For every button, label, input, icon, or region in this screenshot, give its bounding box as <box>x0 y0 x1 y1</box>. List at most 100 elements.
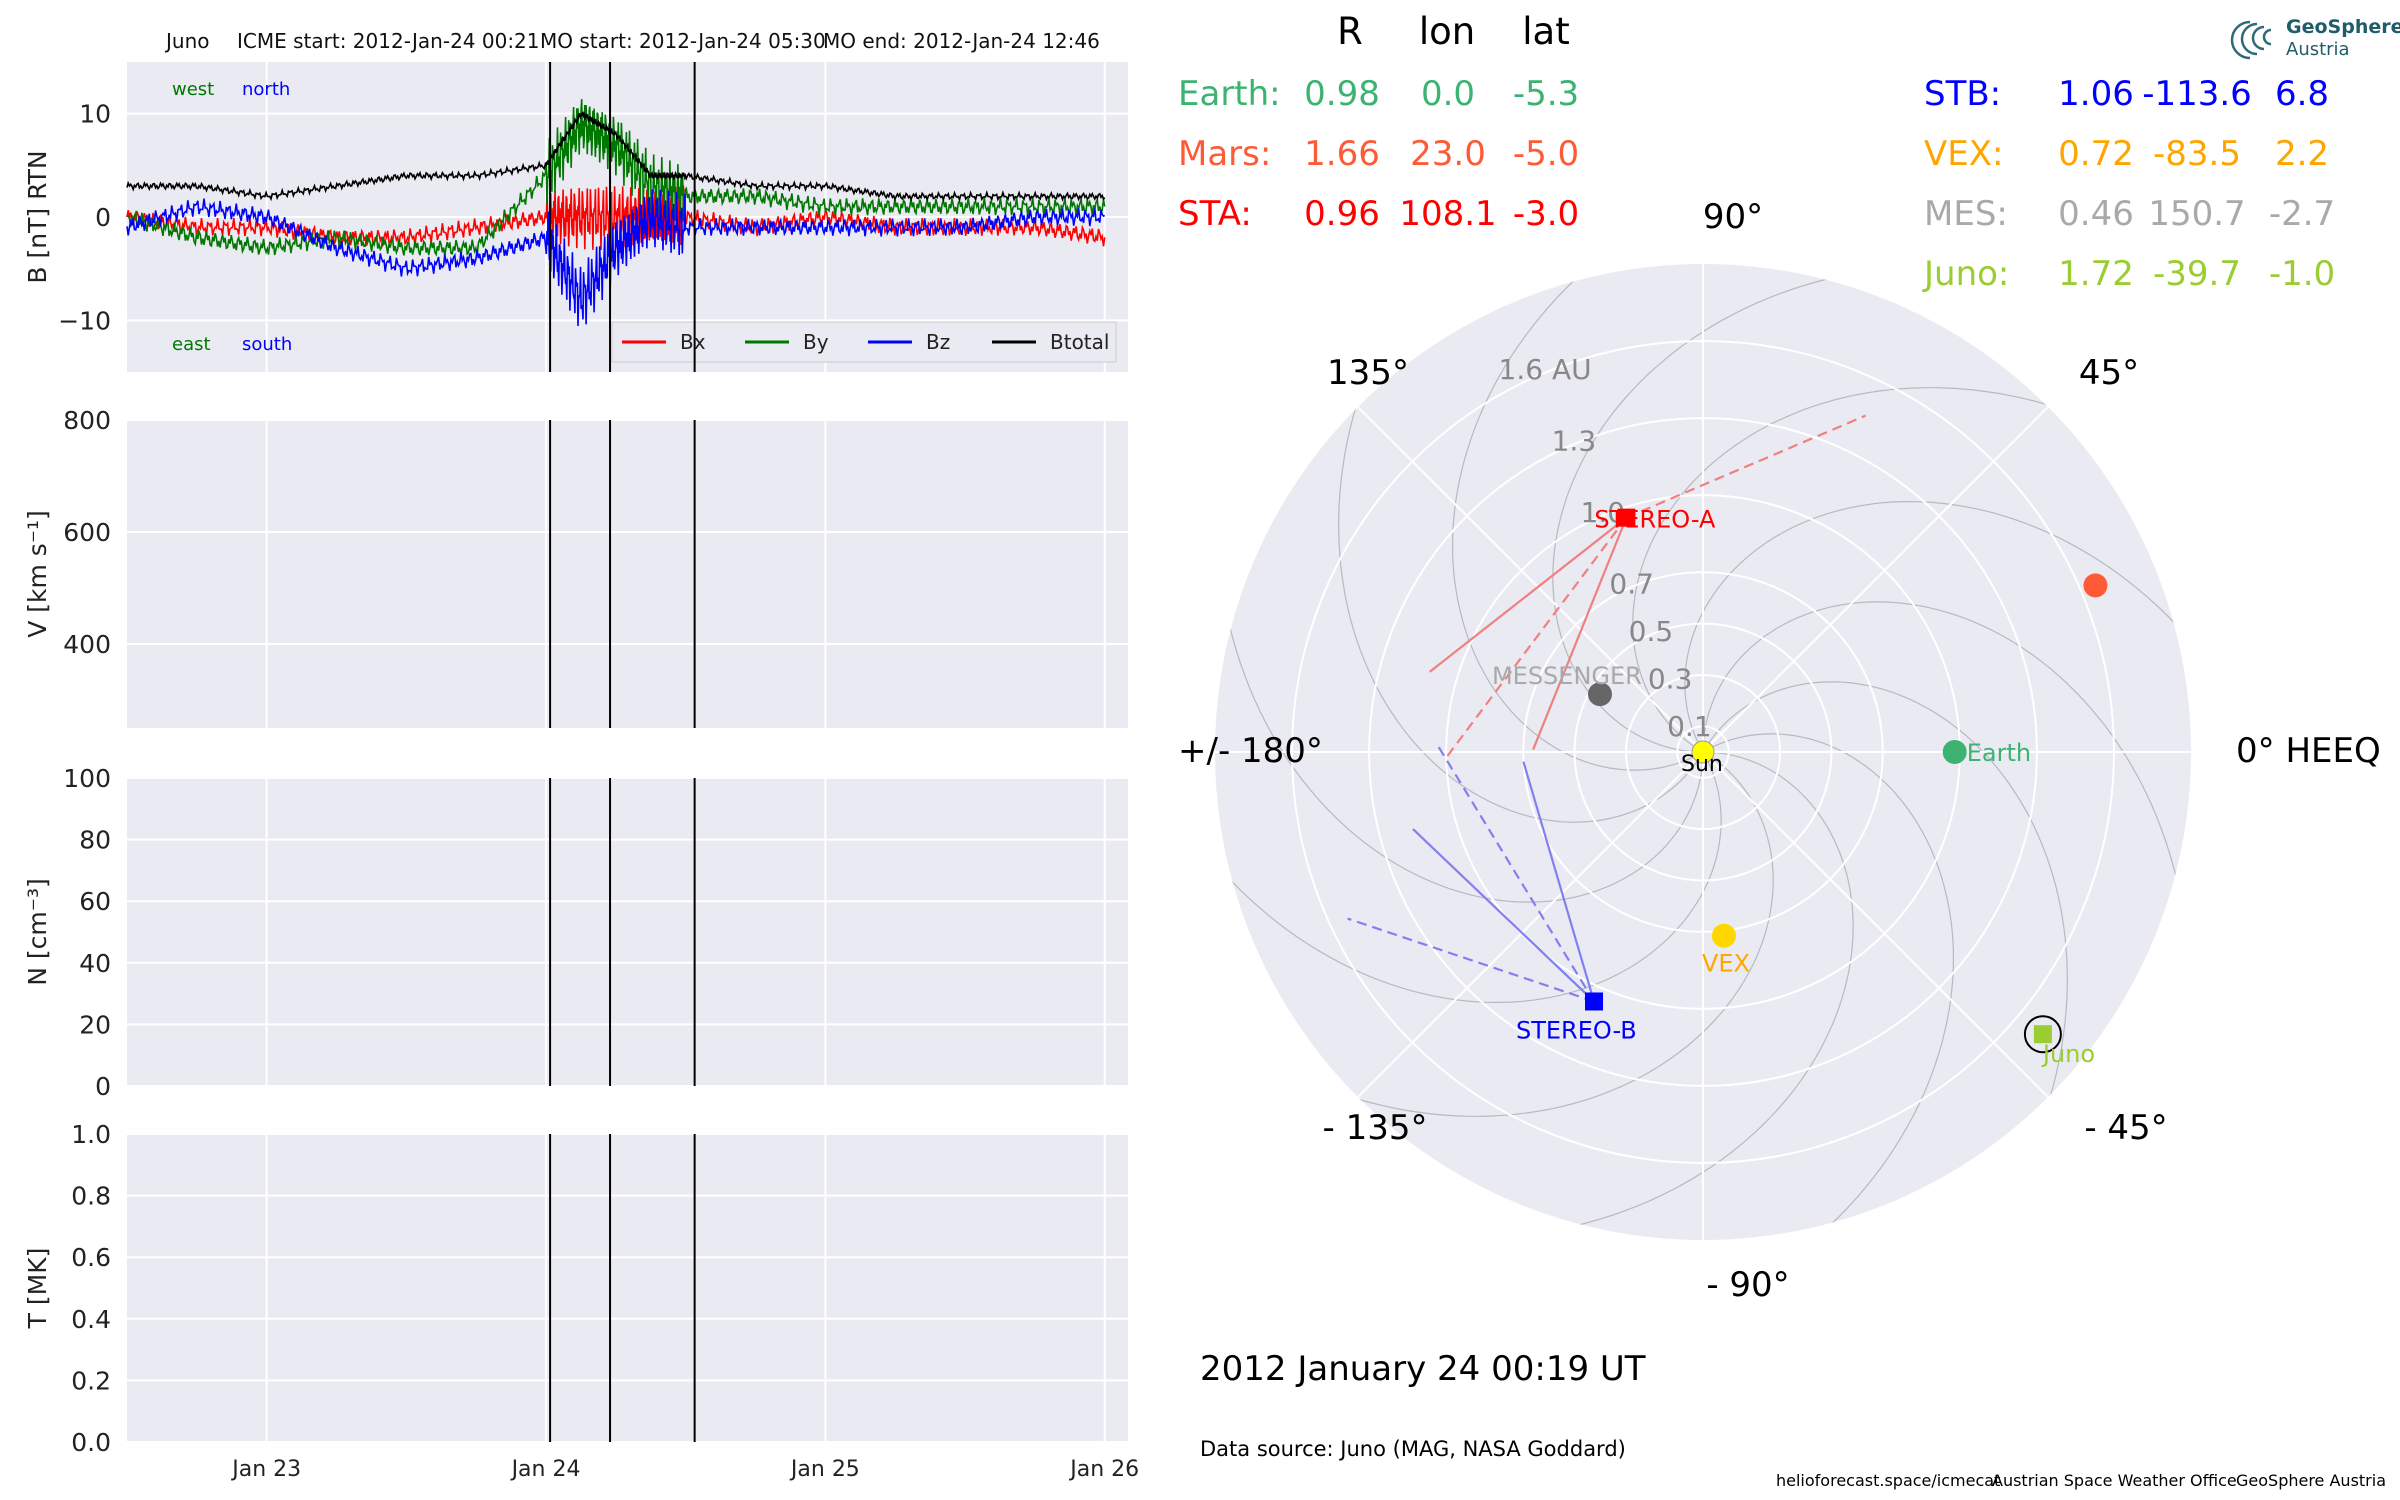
y-tick-label: 0.6 <box>71 1243 111 1272</box>
parker-spiral-line <box>1684 501 2191 763</box>
fov-line-stb <box>1347 917 1595 1003</box>
corner-label-east: east <box>172 334 211 355</box>
parker-spiral-line <box>1452 264 1714 771</box>
header-spacecraft: Juno <box>164 29 210 53</box>
table-header: lat <box>1522 10 1569 53</box>
angle-label: - 90° <box>1706 1265 1789 1305</box>
table-name-sta: STA: <box>1178 194 1252 234</box>
angle-label: - 45° <box>2084 1108 2167 1148</box>
y-tick-label: 800 <box>63 406 111 435</box>
table-lat-mes: -2.7 <box>2269 194 2335 234</box>
radial-tick-label: 0.7 <box>1609 567 1654 600</box>
parker-spiral-line <box>1215 741 1722 1003</box>
panel-background <box>127 1134 1128 1442</box>
series-line-bz <box>126 189 1106 327</box>
x-tick-label: Jan 26 <box>1068 1457 1139 1482</box>
table-lon-sta: 108.1 <box>1399 194 1496 234</box>
series-line-by <box>126 99 1106 257</box>
panel-density: 100 80 60 40 20 0 N [cm⁻³] <box>23 764 1128 1101</box>
angle-label: 135° <box>1327 353 1409 393</box>
x-tick-label: Jan 23 <box>230 1457 301 1482</box>
y-tick-label: 40 <box>79 949 111 978</box>
table-r-vex: 0.72 <box>2058 134 2134 174</box>
polar-spoke <box>1702 751 2067 1116</box>
logo-line1: GeoSphere <box>2286 16 2400 38</box>
radial-tick-label: 0.1 <box>1667 710 1712 743</box>
table-lat-earth: -5.3 <box>1513 74 1579 114</box>
angle-label: - 135° <box>1323 1108 1428 1148</box>
y-axis-label: B [nT] RTN <box>23 150 52 283</box>
fov-line-stb <box>1412 828 1595 1003</box>
plot-label-mes: MESSENGER <box>1492 662 1642 690</box>
angle-label: 90° <box>1703 197 1763 237</box>
logo-line2: Austria <box>2286 39 2350 60</box>
corner-label-south: south <box>242 334 292 355</box>
table-lat-juno: -1.0 <box>2269 254 2335 294</box>
table-name-earth: Earth: <box>1178 74 1281 114</box>
plot-label-vex: VEX <box>1702 950 1750 978</box>
polar-position-plot: 1.6 AU1.31.00.70.50.30.190°45°0° HEEQ- 4… <box>1178 197 2381 1305</box>
panel-background <box>127 778 1128 1086</box>
x-tick-label: Jan 24 <box>510 1457 581 1482</box>
header-mo-start: MO start: 2012-Jan-24 05:30 <box>540 29 826 53</box>
polar-grid <box>1215 264 2191 1240</box>
y-axis-label: T [MK] <box>23 1248 52 1330</box>
y-tick-label: 0 <box>95 1072 111 1101</box>
geosphere-logo-icon <box>2230 20 2272 60</box>
corner-label-west: west <box>172 79 214 100</box>
fov-line-sta <box>1532 517 1628 751</box>
table-name-stb: STB: <box>1924 74 2001 114</box>
table-lon-earth: 0.0 <box>1421 74 1475 114</box>
table-name-juno: Juno: <box>1922 254 2009 294</box>
panel-temperature: 1.0 0.8 0.6 0.4 0.2 0.0 T [MK] <box>23 1120 1128 1457</box>
plot-label-stb: STEREO-B <box>1516 1016 1637 1044</box>
table-header: lon <box>1419 10 1475 53</box>
table-lat-vex: 2.2 <box>2275 134 2329 174</box>
marker-stb <box>1585 992 1604 1011</box>
table-r-earth: 0.98 <box>1304 74 1380 114</box>
parker-spiral-line <box>1692 733 1954 1240</box>
marker-mars <box>2083 573 2108 598</box>
radial-tick-label: 0.5 <box>1629 615 1674 648</box>
y-axis-label: V [km s⁻¹] <box>23 510 52 638</box>
parker-spiral-line <box>1215 751 1774 1117</box>
table-lat-mars: -5.0 <box>1513 134 1579 174</box>
y-tick-label: 1.0 <box>71 1120 111 1149</box>
panel-magnetic-field: 10 0 −10B [nT] RTN west north east south Bx By Bz… <box>23 62 1128 372</box>
polar-spoke <box>1339 388 1704 753</box>
y-tick-label: 60 <box>79 887 111 916</box>
header-icme-start: ICME start: 2012-Jan-24 00:21 <box>237 29 540 53</box>
table-name-mars: Mars: <box>1178 134 1271 174</box>
fov-line-stb <box>1436 744 1595 1003</box>
parker-spiral-line <box>1411 751 1854 1240</box>
y-tick-label: 0.0 <box>71 1428 111 1457</box>
legend-label-bz: Bz <box>926 330 950 354</box>
bodies: Earth STEREO-A STEREO-B VEX MESSENGER Juno <box>1492 506 2108 1068</box>
table-header: R <box>1337 10 1363 53</box>
parker-spiral-line <box>1702 681 2068 1240</box>
y-tick-label: 80 <box>79 826 111 855</box>
series-line-btotal <box>126 111 1106 203</box>
fov-line-sta <box>1625 414 1866 519</box>
y-tick-label: −10 <box>58 306 111 335</box>
plot-label-earth: Earth <box>1967 739 2031 767</box>
parker-spiral-line <box>1338 264 1704 823</box>
plot-label-sta: STEREO-A <box>1594 506 1716 534</box>
fov-lines <box>1347 414 1866 1003</box>
fov-line-sta <box>1445 516 1628 759</box>
footer-credit-2: Austrian Space Weather Office <box>1992 1471 2237 1490</box>
footer-date: 2012 January 24 00:19 UT <box>1200 1349 1646 1389</box>
y-tick-label: 0.4 <box>71 1305 111 1334</box>
table-name-mes: MES: <box>1924 194 2008 234</box>
marker-mes <box>1587 682 1612 707</box>
panel-speed: 800 600 400 V [km s⁻¹] <box>23 406 1128 728</box>
angle-label: 0° HEEQ <box>2236 731 2381 771</box>
table-r-mes: 0.46 <box>2058 194 2134 234</box>
table-name-vex: VEX: <box>1924 134 2004 174</box>
y-axis-label: N [cm⁻³] <box>23 878 52 985</box>
y-tick-label: 10 <box>79 100 111 129</box>
table-r-sta: 0.96 <box>1304 194 1380 234</box>
sun-label: Sun <box>1681 752 1723 777</box>
